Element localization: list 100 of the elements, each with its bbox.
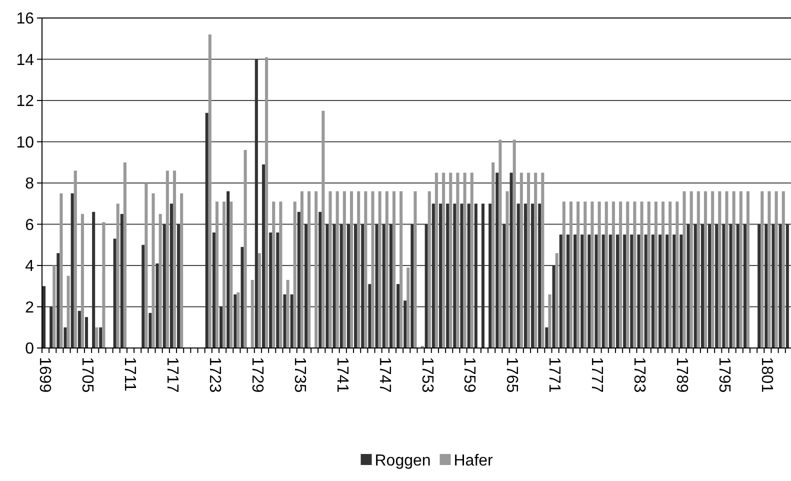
bar: [520, 172, 523, 348]
bar: [637, 234, 640, 348]
x-tick-label: 1729: [248, 357, 266, 393]
bar: [180, 193, 184, 348]
x-tick-label: 1777: [588, 357, 606, 393]
bar: [463, 172, 466, 348]
bar: [512, 140, 516, 348]
bar: [254, 59, 258, 348]
bar: [428, 191, 431, 348]
bar: [460, 204, 464, 348]
bar: [470, 172, 474, 348]
x-tick-label: 1801: [758, 357, 776, 393]
bar: [446, 204, 450, 348]
bar: [602, 234, 605, 348]
bar: [226, 191, 230, 348]
bar: [236, 292, 240, 348]
bar: [144, 183, 148, 348]
bar: [99, 327, 102, 348]
bar: [623, 234, 626, 348]
bar: [170, 204, 173, 348]
bar: [666, 234, 669, 348]
bar: [304, 224, 308, 348]
bar: [340, 224, 343, 348]
bar: [283, 294, 286, 348]
bar: [562, 202, 566, 348]
bar: [158, 214, 162, 348]
bar: [354, 224, 358, 348]
bar: [148, 312, 152, 348]
bar: [262, 164, 266, 348]
bar: [498, 140, 502, 348]
x-tick-label: 1741: [333, 357, 350, 393]
bar: [66, 276, 70, 348]
bar: [177, 224, 180, 348]
bar: [732, 191, 736, 348]
bar: [555, 253, 558, 348]
bar: [279, 202, 282, 348]
bar: [694, 224, 697, 348]
bar: [668, 202, 672, 348]
bar: [318, 212, 322, 348]
bar: [778, 224, 782, 348]
bar: [371, 191, 374, 348]
x-tick-label: 1711: [120, 357, 138, 392]
bar: [729, 224, 732, 348]
bar: [708, 224, 712, 348]
bar: [326, 224, 329, 348]
x-tick-label: 1765: [503, 357, 520, 393]
y-tick-label: 12: [16, 93, 34, 110]
bar: [368, 284, 372, 348]
bar: [78, 310, 81, 348]
bar: [336, 191, 339, 348]
bar: [220, 306, 223, 348]
bar: [389, 224, 392, 348]
bar: [686, 224, 690, 348]
bar: [208, 34, 212, 348]
bar: [658, 234, 662, 348]
bar: [481, 204, 484, 348]
bar: [385, 191, 388, 348]
bar: [552, 266, 556, 348]
bar: [142, 244, 145, 348]
bar: [704, 191, 708, 348]
bar: [300, 191, 304, 348]
bar: [736, 224, 740, 348]
bar: [662, 202, 665, 348]
bar: [516, 204, 520, 348]
bar: [449, 172, 452, 348]
bar: [647, 202, 650, 348]
bar: [640, 202, 644, 348]
y-tick-label: 8: [25, 176, 34, 193]
bar: [290, 294, 294, 348]
bar: [672, 234, 676, 348]
bar: [84, 317, 88, 348]
bar: [392, 191, 396, 348]
bar: [123, 162, 126, 348]
bar: [682, 191, 686, 348]
bar: [328, 191, 332, 348]
bar: [531, 204, 534, 348]
legend-label: Hafer: [454, 452, 494, 470]
bar: [172, 170, 176, 348]
y-tick-label: 0: [25, 340, 34, 358]
bar: [690, 191, 693, 348]
bar: [594, 234, 598, 348]
bar: [768, 191, 771, 348]
y-tick-label: 4: [25, 258, 34, 276]
bar: [240, 246, 244, 348]
bar: [293, 202, 296, 348]
bar: [414, 191, 417, 348]
bar: [772, 224, 775, 348]
bar: [584, 202, 587, 348]
bar: [350, 191, 354, 348]
bar: [102, 222, 106, 348]
bar: [467, 204, 470, 348]
bar: [269, 232, 272, 348]
bar: [297, 212, 300, 348]
x-tick-label: 1717: [163, 357, 180, 393]
x-tick-label: 1753: [418, 357, 436, 393]
bar: [60, 193, 63, 348]
bar: [590, 202, 594, 348]
bar: [56, 253, 60, 348]
bar: [442, 172, 446, 348]
bar: [375, 224, 378, 348]
